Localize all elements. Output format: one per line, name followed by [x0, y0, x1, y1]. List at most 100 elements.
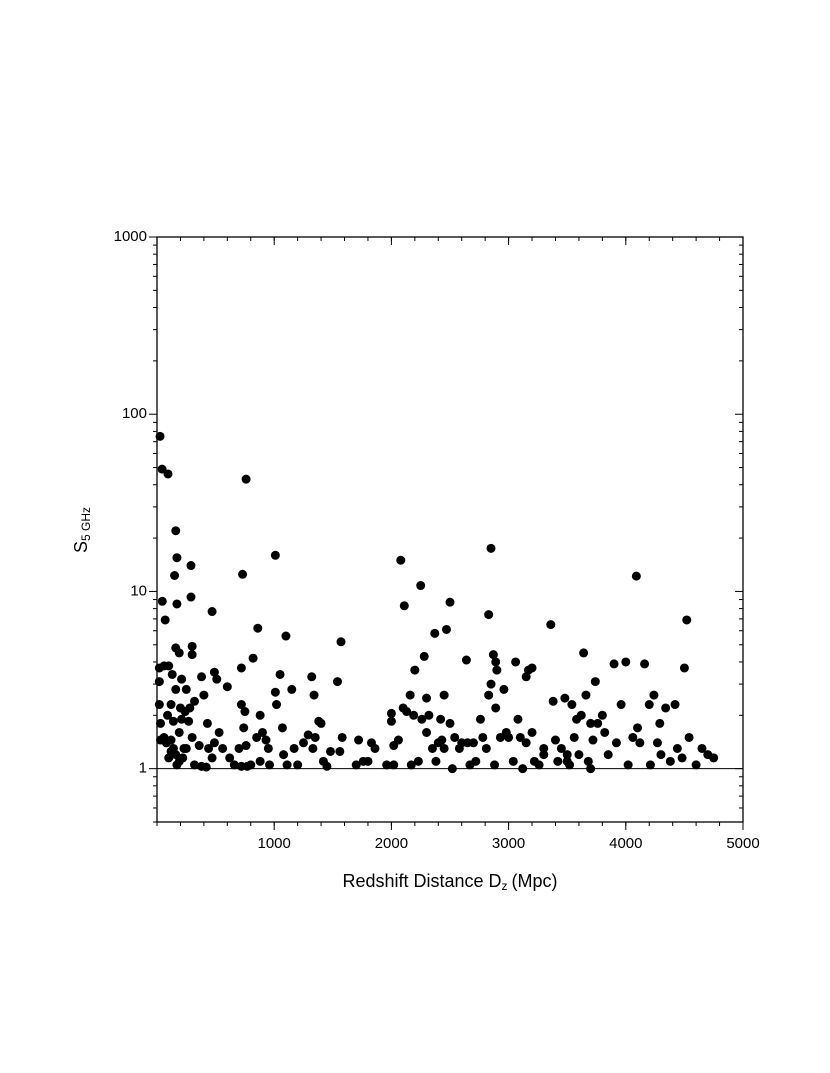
data-point — [548, 696, 558, 706]
data-point — [194, 741, 204, 751]
data-point — [241, 474, 251, 484]
data-point — [691, 760, 701, 770]
data-point — [631, 571, 641, 581]
data-point — [492, 665, 502, 675]
data-point — [293, 760, 303, 770]
data-point — [410, 665, 420, 675]
data-point — [677, 753, 687, 763]
data-point — [511, 657, 521, 667]
data-point — [225, 753, 235, 763]
data-point — [422, 727, 432, 737]
x-tick-label: 5000 — [726, 835, 759, 852]
data-point — [567, 700, 577, 710]
data-point — [600, 727, 610, 737]
data-point — [248, 653, 258, 663]
y-tick-label: 1000 — [114, 228, 147, 245]
data-point — [611, 738, 621, 748]
data-point — [635, 738, 645, 748]
y-tick-label: 1 — [139, 760, 147, 777]
data-point — [325, 746, 335, 756]
data-point — [445, 597, 455, 607]
x-tick-label: 3000 — [492, 835, 525, 852]
data-point — [257, 727, 267, 737]
data-point — [484, 690, 494, 700]
data-point — [649, 690, 659, 700]
data-point — [222, 682, 232, 692]
data-point — [190, 760, 200, 770]
data-point — [201, 762, 211, 772]
data-point — [486, 543, 496, 553]
data-point — [484, 610, 494, 620]
data-point — [597, 710, 607, 720]
data-point — [539, 743, 549, 753]
data-point — [207, 753, 217, 763]
data-point — [588, 735, 598, 745]
data-point — [209, 738, 219, 748]
data-point — [556, 743, 566, 753]
data-point — [166, 735, 176, 745]
data-point — [253, 623, 263, 633]
data-point — [197, 672, 207, 682]
data-point — [437, 735, 447, 745]
data-point — [399, 601, 409, 611]
data-point — [430, 628, 440, 638]
x-axis-label: Redshift Distance Dz (Mpc) — [342, 871, 557, 893]
data-point — [581, 690, 591, 700]
plot-frame — [156, 236, 744, 823]
data-point — [229, 760, 239, 770]
data-point — [405, 690, 415, 700]
data-point — [246, 760, 256, 770]
data-point — [652, 738, 662, 748]
data-point — [560, 693, 570, 703]
data-point — [337, 732, 347, 742]
data-point — [310, 732, 320, 742]
data-point — [590, 677, 600, 687]
data-point — [299, 738, 308, 748]
data-point — [238, 569, 248, 579]
data-point — [439, 743, 449, 753]
x-tick-label: 2000 — [375, 835, 408, 852]
data-point — [586, 764, 596, 774]
data-point — [252, 732, 262, 742]
data-point — [441, 624, 451, 634]
data-point — [351, 760, 361, 770]
data-point — [553, 756, 563, 766]
data-point — [697, 743, 707, 753]
data-point — [450, 732, 460, 742]
data-point — [616, 700, 626, 710]
y-axis-label: S5 GHz — [71, 507, 93, 553]
data-point — [172, 553, 182, 563]
data-point — [156, 718, 166, 728]
data-point — [272, 700, 282, 710]
data-point — [234, 743, 244, 753]
data-point — [187, 641, 197, 651]
data-point — [308, 743, 318, 753]
data-point — [236, 663, 246, 673]
data-point — [422, 693, 432, 703]
data-point — [583, 756, 593, 766]
y-tick-label: 10 — [130, 582, 147, 599]
data-point — [236, 700, 246, 710]
data-point — [263, 743, 273, 753]
data-point — [289, 743, 299, 753]
data-point — [386, 708, 396, 718]
data-point — [679, 663, 689, 673]
data-point — [508, 756, 518, 766]
data-point — [527, 663, 537, 673]
data-point — [255, 710, 265, 720]
data-point — [478, 732, 488, 742]
data-point — [672, 743, 682, 753]
data-point — [655, 718, 665, 728]
data-point — [645, 760, 655, 770]
data-point — [275, 669, 285, 679]
data-point — [579, 648, 589, 658]
data-point — [593, 718, 603, 728]
data-point — [336, 637, 346, 647]
data-point — [656, 750, 666, 760]
data-point — [322, 761, 332, 771]
data-point — [354, 735, 364, 745]
y-label-sub: 5 GHz — [79, 507, 93, 541]
x-tick-label: 4000 — [609, 835, 642, 852]
data-point — [417, 714, 427, 724]
